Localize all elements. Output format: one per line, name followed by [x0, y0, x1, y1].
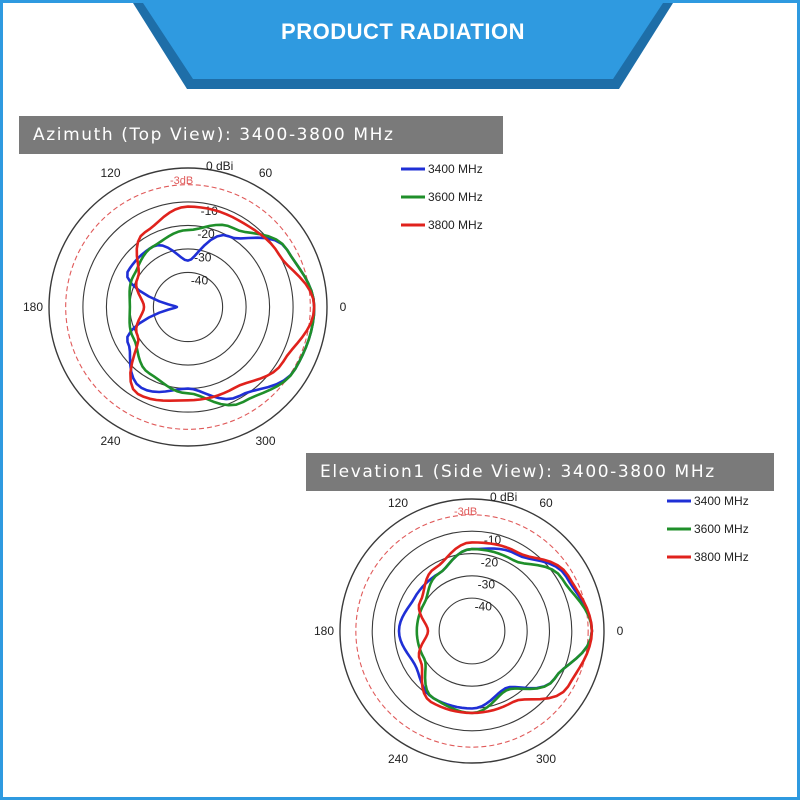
polar-grid [48, 167, 328, 447]
series-line-3800-mhz [417, 541, 594, 715]
azimuth-chart-title: Azimuth (Top View): 3400-3800 MHz [19, 116, 503, 154]
outer-ring [48, 167, 328, 447]
ref-ring-label: -3dB [170, 175, 193, 187]
radial-unit-label: 0 dBi [490, 490, 517, 504]
angle-label: 180 [23, 300, 43, 314]
ref-ring-label: -3dB [454, 506, 477, 518]
polar-grid [339, 498, 605, 764]
db-ring [82, 201, 294, 413]
db-ring [416, 575, 528, 687]
angle-label: 300 [255, 434, 275, 448]
legend-label: 3400 MHz [694, 494, 749, 508]
angle-label: 0 [617, 624, 624, 638]
banner-shape [143, 3, 663, 79]
series-line-3600-mhz [415, 547, 594, 715]
ring-label: -30 [194, 250, 212, 264]
banner [133, 3, 673, 89]
legend-label: 3400 MHz [428, 162, 483, 176]
angle-label: 120 [100, 166, 120, 180]
angle-label: 120 [388, 496, 408, 510]
elevation-chart-title: Elevation1 (Side View): 3400-3800 MHz [306, 453, 774, 491]
ring-label: -40 [475, 599, 493, 613]
angle-label: 180 [314, 624, 334, 638]
series-line-3400-mhz [126, 233, 316, 401]
legend-label: 3600 MHz [428, 190, 483, 204]
angle-label: 60 [259, 166, 273, 180]
radial-unit-label: 0 dBi [206, 159, 233, 173]
ring-label: -30 [478, 577, 496, 591]
series-line-3800-mhz [129, 205, 316, 402]
outer-ring [339, 498, 605, 764]
angle-label: 300 [536, 752, 556, 766]
legend-label: 3800 MHz [694, 550, 749, 564]
legend-label: 3600 MHz [694, 522, 749, 536]
series-line-3600-mhz [128, 223, 316, 407]
angle-label: 240 [388, 752, 408, 766]
angle-label: 60 [539, 496, 553, 510]
legend-label: 3800 MHz [428, 218, 483, 232]
ref-3db-ring [65, 184, 311, 430]
ring-label: -20 [197, 227, 215, 241]
series-line-3400-mhz [397, 547, 594, 710]
ring-label: -40 [191, 274, 209, 288]
db-ring [438, 597, 506, 665]
angle-label: 0 [340, 300, 347, 314]
angle-label: 240 [100, 434, 120, 448]
db-ring [152, 271, 224, 343]
db-ring [371, 530, 573, 732]
banner-title: PRODUCT RADIATION [281, 19, 525, 44]
ring-label: -20 [481, 555, 499, 569]
ref-3db-ring [355, 514, 589, 748]
